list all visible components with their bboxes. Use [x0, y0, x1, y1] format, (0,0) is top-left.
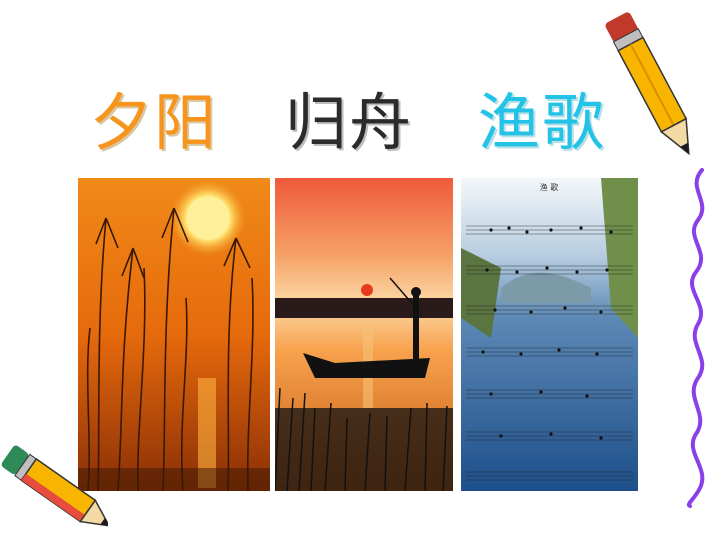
- pencil-icon: [605, 2, 703, 170]
- title-char: 渔: [478, 86, 543, 159]
- title-char: 阳: [154, 86, 219, 159]
- returning-boat-image: [275, 178, 453, 491]
- title-char: 歌: [542, 86, 607, 159]
- squiggle-line-icon: [672, 168, 720, 508]
- title-sunset: 夕阳: [90, 92, 218, 154]
- fishing-song-sheet-music-image: 渔 歌: [461, 178, 638, 491]
- title-fishing-song: 渔歌: [478, 92, 606, 154]
- sunset-reeds-image: [78, 178, 270, 491]
- title-returning-boat: 归舟: [285, 92, 413, 154]
- title-char: 归: [285, 86, 350, 159]
- title-char: 夕: [90, 86, 155, 159]
- title-char: 舟: [349, 86, 414, 159]
- pencil-icon: [0, 436, 111, 536]
- sheet-music-title: 渔 歌: [540, 182, 559, 192]
